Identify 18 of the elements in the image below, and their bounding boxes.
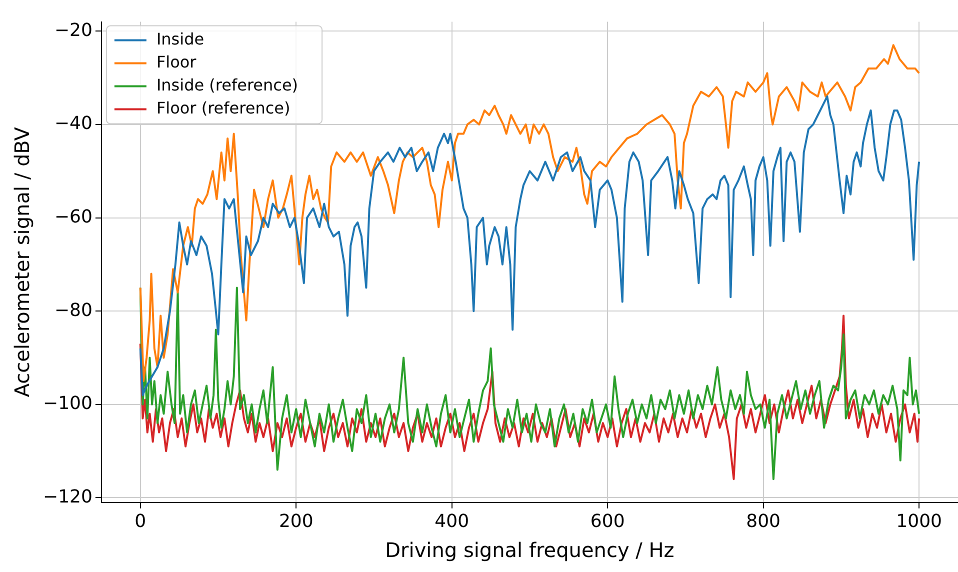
legend-label: Inside (156, 29, 204, 48)
y-tick-label: −20 (54, 20, 92, 41)
x-tick-label: 0 (134, 510, 146, 532)
y-tick-label: −80 (54, 300, 92, 321)
x-tick-label: 200 (278, 510, 314, 532)
legend-label: Floor (reference) (156, 98, 290, 118)
y-tick-label: −100 (42, 393, 92, 414)
x-tick-label: 800 (746, 510, 781, 532)
x-tick-label: 400 (434, 510, 470, 532)
legend-label: Inside (reference) (156, 75, 298, 94)
y-axis-title: Accelerometer signal / dBV (10, 126, 34, 398)
legend-label: Floor (156, 52, 197, 72)
x-axis-title: Driving signal frequency / Hz (385, 538, 674, 562)
y-tick-label: −120 (42, 486, 92, 508)
x-tick-label: 600 (590, 510, 625, 532)
x-tick-label: 1000 (896, 510, 942, 532)
y-tick-label: −40 (54, 113, 92, 134)
y-tick-label: −60 (54, 206, 92, 228)
